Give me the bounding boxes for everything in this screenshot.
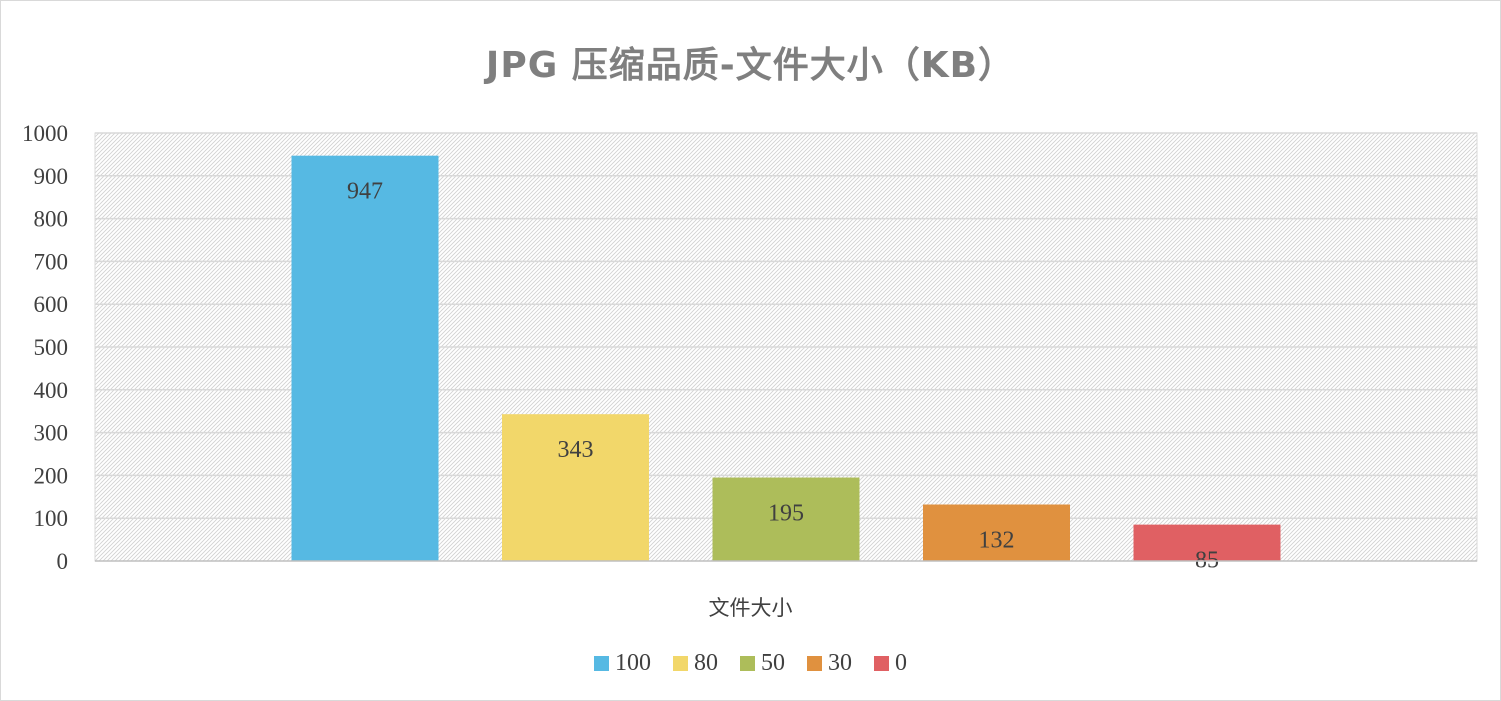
legend-item-0: 0 [874, 650, 907, 677]
bar-50 [712, 477, 860, 561]
chart-title: JPG 压缩品质-文件大小（KB） [485, 45, 1016, 86]
y-tick-label: 900 [34, 164, 69, 189]
data-label-80: 343 [558, 437, 594, 463]
legend-label: 100 [615, 650, 651, 676]
y-tick-label: 600 [34, 292, 69, 317]
y-tick-label: 500 [34, 335, 69, 360]
legend-item-100: 100 [594, 650, 651, 677]
y-tick-label: 1000 [22, 121, 68, 146]
legend-item-80: 80 [673, 650, 718, 677]
legend-item-50: 50 [740, 650, 785, 677]
bar-30 [923, 504, 1070, 561]
y-tick-label: 0 [57, 549, 69, 574]
legend-swatch [740, 656, 755, 671]
legend-label: 80 [694, 650, 718, 676]
bar-100 [291, 155, 439, 561]
y-tick-label: 200 [34, 463, 69, 488]
legend-item-30: 30 [807, 650, 852, 677]
bars [291, 155, 1281, 561]
legend-swatch [874, 656, 889, 671]
data-label-50: 195 [768, 501, 804, 527]
legend: 100 80 50 30 0 [0, 650, 1501, 677]
data-label-30: 132 [979, 528, 1015, 554]
legend-swatch [807, 656, 822, 671]
legend-label: 30 [828, 650, 852, 676]
y-tick-label: 400 [34, 378, 69, 403]
x-axis-title: 文件大小 [708, 596, 793, 620]
y-tick-label: 700 [34, 249, 69, 274]
y-tick-label: 300 [34, 421, 69, 446]
legend-label: 0 [895, 650, 907, 676]
legend-label: 50 [761, 650, 785, 676]
data-label-100: 947 [347, 179, 383, 205]
y-axis-tick-labels: 0 100 200 300 400 500 600 700 800 900 1000 [22, 121, 68, 574]
y-tick-label: 800 [34, 207, 69, 232]
legend-swatch [673, 656, 688, 671]
legend-swatch [594, 656, 609, 671]
bar-0 [1133, 524, 1281, 561]
bar-80 [502, 414, 649, 561]
y-tick-label: 100 [34, 506, 69, 531]
